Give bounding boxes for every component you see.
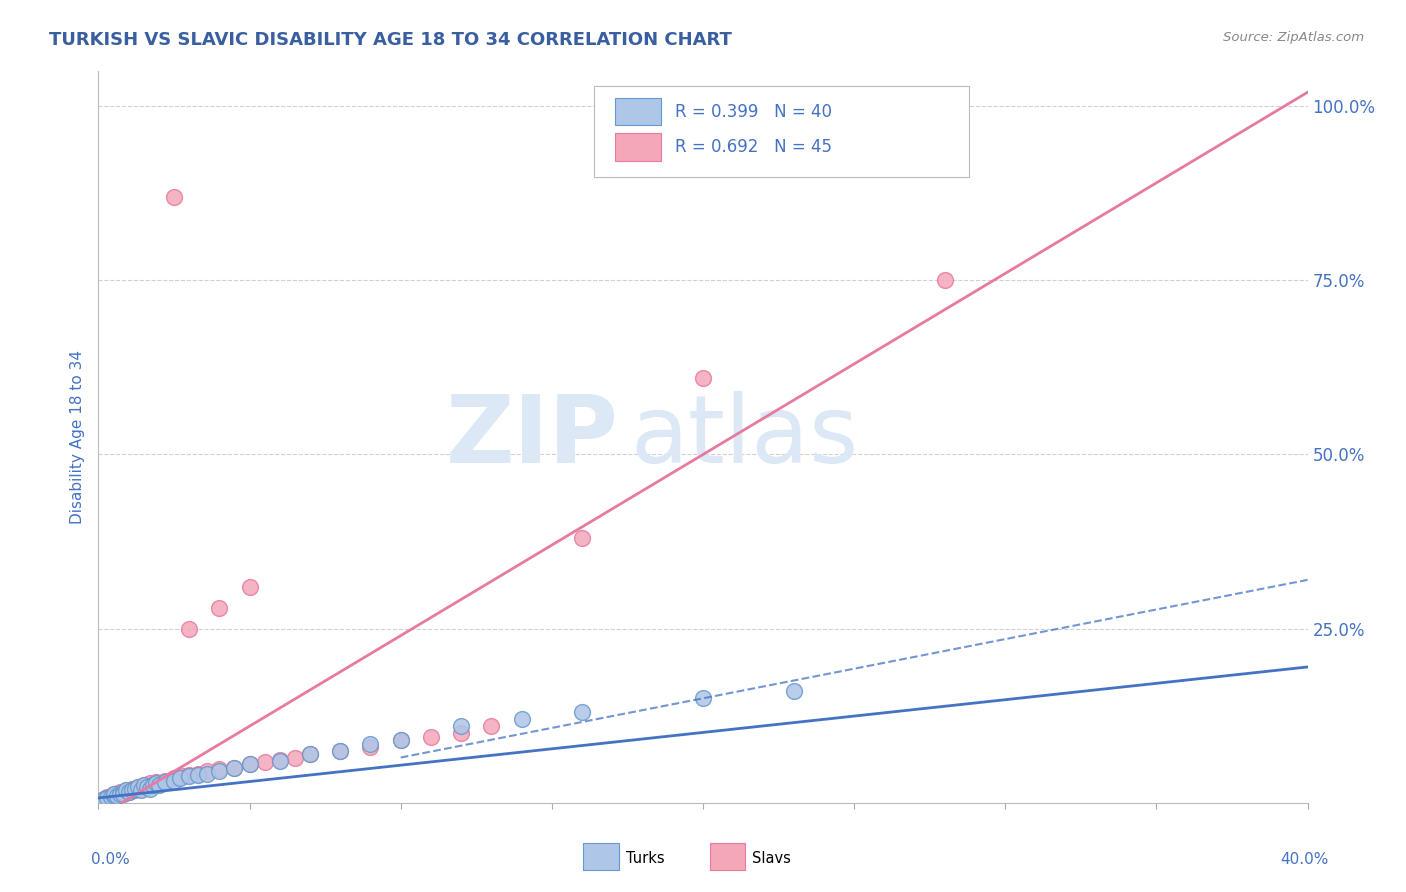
Text: atlas: atlas	[630, 391, 859, 483]
Point	[132, 778, 155, 792]
Point	[360, 737, 382, 751]
Point	[111, 785, 134, 799]
Text: ZIP: ZIP	[446, 391, 619, 483]
Point	[420, 730, 443, 744]
Point	[114, 783, 136, 797]
Point	[127, 780, 149, 795]
Point	[195, 764, 218, 779]
Point	[96, 791, 118, 805]
Text: Turks: Turks	[626, 851, 664, 865]
Point	[179, 768, 201, 782]
Text: Source: ZipAtlas.com: Source: ZipAtlas.com	[1223, 31, 1364, 45]
Text: Slavs: Slavs	[752, 851, 792, 865]
Point	[299, 747, 322, 761]
Point	[571, 705, 593, 719]
Point	[153, 773, 176, 788]
Point	[100, 789, 122, 803]
Point	[172, 769, 194, 783]
Point	[389, 733, 412, 747]
Point	[93, 792, 115, 806]
Point	[145, 775, 167, 789]
Point	[934, 273, 956, 287]
Text: R = 0.399   N = 40: R = 0.399 N = 40	[675, 103, 832, 120]
Point	[208, 600, 231, 615]
Point	[121, 783, 143, 797]
Point	[329, 743, 352, 757]
Point	[118, 785, 141, 799]
Point	[692, 691, 714, 706]
Point	[163, 773, 186, 788]
FancyBboxPatch shape	[614, 133, 661, 161]
Point	[169, 772, 191, 786]
Point	[108, 787, 131, 801]
Point	[135, 780, 157, 795]
Point	[142, 778, 165, 792]
Point	[139, 781, 162, 796]
Point	[253, 756, 276, 770]
Point	[195, 766, 218, 780]
Y-axis label: Disability Age 18 to 34: Disability Age 18 to 34	[70, 350, 86, 524]
Point	[224, 761, 246, 775]
Point	[329, 743, 352, 757]
Point	[111, 787, 134, 801]
Point	[132, 778, 155, 792]
Point	[145, 776, 167, 790]
Point	[163, 772, 186, 786]
Point	[129, 783, 152, 797]
Point	[142, 778, 165, 792]
Point	[114, 783, 136, 797]
Point	[450, 726, 472, 740]
Point	[269, 753, 291, 767]
FancyBboxPatch shape	[614, 98, 661, 126]
Point	[129, 781, 152, 796]
Text: 0.0%: 0.0%	[91, 852, 131, 867]
Point	[139, 776, 162, 790]
Point	[208, 764, 231, 779]
Point	[284, 750, 307, 764]
Point	[450, 719, 472, 733]
Point	[269, 754, 291, 768]
Point	[93, 792, 115, 806]
Text: 40.0%: 40.0%	[1281, 852, 1329, 867]
Point	[148, 776, 170, 790]
Point	[127, 780, 149, 795]
Point	[481, 719, 503, 733]
FancyBboxPatch shape	[595, 86, 969, 178]
Point	[299, 747, 322, 761]
Point	[239, 757, 262, 772]
Point	[187, 768, 209, 782]
Point	[360, 740, 382, 755]
Point	[208, 763, 231, 777]
Point	[179, 622, 201, 636]
Point	[135, 780, 157, 795]
Point	[571, 531, 593, 545]
Point	[118, 785, 141, 799]
Point	[121, 781, 143, 796]
Point	[224, 761, 246, 775]
Point	[163, 190, 186, 204]
Point	[239, 757, 262, 772]
Point	[103, 788, 125, 802]
Point	[103, 789, 125, 803]
Point	[105, 789, 128, 803]
Point	[179, 769, 201, 783]
Text: TURKISH VS SLAVIC DISABILITY AGE 18 TO 34 CORRELATION CHART: TURKISH VS SLAVIC DISABILITY AGE 18 TO 3…	[49, 31, 733, 49]
Point	[153, 775, 176, 789]
Point	[510, 712, 533, 726]
Text: R = 0.692   N = 45: R = 0.692 N = 45	[675, 137, 832, 156]
Point	[105, 789, 128, 803]
Point	[148, 778, 170, 792]
Point	[187, 766, 209, 780]
Point	[239, 580, 262, 594]
Point	[124, 783, 146, 797]
Point	[103, 788, 125, 802]
Point	[389, 733, 412, 747]
Point	[96, 790, 118, 805]
Point	[100, 790, 122, 805]
Point	[108, 785, 131, 799]
Point	[111, 788, 134, 802]
Point	[124, 781, 146, 796]
Point	[783, 684, 806, 698]
Point	[692, 371, 714, 385]
